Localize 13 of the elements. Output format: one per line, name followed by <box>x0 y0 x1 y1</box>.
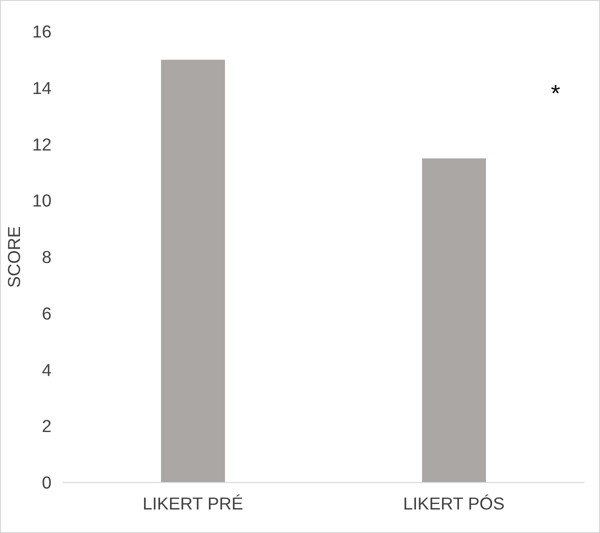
annotation: * <box>550 80 560 108</box>
y-tick-label: 12 <box>32 134 52 154</box>
y-tick-label: 0 <box>42 472 52 492</box>
x-tick-label: LIKERT PRÉ <box>142 494 244 514</box>
y-tick-label: 6 <box>42 303 52 324</box>
y-tick-label: 2 <box>42 416 52 436</box>
y-tick-label: 10 <box>32 190 52 211</box>
y-tick-label: 8 <box>42 247 52 267</box>
y-tick-label: 16 <box>32 22 52 42</box>
y-axis-title: SCORE <box>4 226 24 288</box>
y-tick-label: 14 <box>32 78 52 98</box>
y-tick-label: 4 <box>42 360 52 380</box>
x-tick-label: LIKERT PÓS <box>403 494 505 514</box>
